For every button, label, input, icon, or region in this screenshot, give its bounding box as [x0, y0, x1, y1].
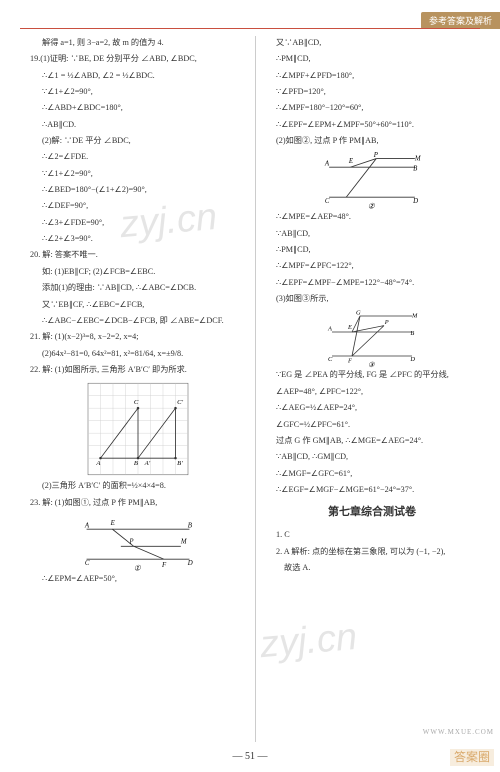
text-line: ∵EG 是 ∠PEA 的平分线, FG 是 ∠PFC 的平分线,: [264, 368, 480, 382]
point-label: B: [134, 460, 138, 467]
point-label: G: [356, 310, 361, 317]
chapter-title: 第七章综合测试卷: [264, 503, 480, 522]
point-label: D: [409, 356, 415, 363]
point-label: C: [134, 399, 139, 406]
text-line: ∵∠PFD=120°,: [264, 85, 480, 99]
page: 参考答案及解析 解得 a=1, 则 3−a=2, 故 m 的值为 4. 19.(…: [0, 0, 500, 772]
text-line: ∵∠1+∠2=90°,: [30, 85, 246, 99]
text-line: ∴∠EPM=∠AEP=50°,: [30, 572, 246, 586]
figure-label: ③: [368, 362, 375, 369]
text-line: ∴∠ABC−∠EBC=∠DCB−∠FCB, 即 ∠ABE=∠DCF.: [30, 314, 246, 328]
point-label: F: [347, 358, 352, 365]
point-label: P: [128, 539, 133, 546]
text-line: 如: (1)EB∥CF; (2)∠FCB=∠EBC.: [30, 265, 246, 279]
text-line: 1. C: [264, 528, 480, 542]
text-line: ∵AB∥CD,: [264, 227, 480, 241]
text-line: ∵∠1+∠2=90°,: [30, 167, 246, 181]
text-line: ∵AB∥CD, ∴GM∥CD,: [264, 450, 480, 464]
text-line: ∴PM∥CD,: [264, 52, 480, 66]
text-line: ∠AEP=48°, ∠PFC=122°,: [264, 385, 480, 399]
text-line: 23. 解: (1)如图①, 过点 P 作 PM∥AB,: [30, 496, 246, 510]
text-line: 解得 a=1, 则 3−a=2, 故 m 的值为 4.: [30, 36, 246, 50]
point-label: B: [410, 331, 414, 338]
point-label: M: [180, 539, 188, 546]
point-label: P: [384, 319, 389, 326]
point-label: A: [84, 522, 90, 529]
text-line: ∴∠1 = ½∠ABD, ∠2 = ½∠BDC.: [30, 69, 246, 83]
figure-2-diagram: A E B P M C D ②: [264, 150, 480, 210]
point-label: M: [411, 313, 418, 320]
text-line: 又∵EB∥CF, ∴∠EBC=∠FCB,: [30, 298, 246, 312]
figure-3-diagram: A E B P G M C F D ③: [264, 308, 480, 368]
point-label: F: [161, 562, 167, 569]
page-number: 51: [0, 751, 500, 762]
text-line: (2)64x²−81=0, 64x²=81, x²=81/64, x=±9/8.: [30, 347, 246, 361]
text-line: 22. 解: (1)如图所示, 三角形 A′B′C′ 即为所求.: [30, 363, 246, 377]
point-label: B: [413, 166, 418, 173]
text-line: 过点 G 作 GM∥AB, ∴∠MGE=∠AEG=24°.: [264, 434, 480, 448]
text-line: 21. 解: (1)(x−2)³=8, x−2=2, x=4;: [30, 330, 246, 344]
figure-label: ①: [134, 563, 142, 572]
divider-line: [20, 28, 480, 29]
text-line: ∴∠EPF=∠MPF−∠MPE=122°−48°=74°.: [264, 276, 480, 290]
point-label: E: [347, 324, 352, 331]
text-line: 20. 解: 答案不唯一.: [30, 248, 246, 262]
grid-diagram: A B C A′ B′ C′: [30, 379, 246, 479]
corner-brand: 答案圈: [450, 749, 494, 766]
text-line: ∴∠MGF=∠GFC=61°,: [264, 467, 480, 481]
text-line: ∴∠EGF=∠MGF−∠MGE=61°−24°=37°.: [264, 483, 480, 497]
text-line: 19.(1)证明: ∵BE, DE 分别平分 ∠ABD, ∠BDC,: [30, 52, 246, 66]
figure-1-diagram: A E B P M C F D ①: [30, 512, 246, 572]
content-columns: 解得 a=1, 则 3−a=2, 故 m 的值为 4. 19.(1)证明: ∵B…: [30, 36, 480, 742]
point-label: B: [188, 522, 193, 529]
text-line: ∴∠MPF=180°−120°=60°,: [264, 101, 480, 115]
text-line: ∴∠BED=180°−(∠1+∠2)=90°,: [30, 183, 246, 197]
point-label: A′: [144, 460, 151, 467]
point-label: A: [324, 161, 330, 168]
text-line: ∴∠2+∠3=90°.: [30, 232, 246, 246]
point-label: C: [85, 560, 90, 567]
text-line: ∴∠ABD+∠BDC=180°,: [30, 101, 246, 115]
point-label: D: [187, 560, 193, 567]
text-line: ∴∠EPF=∠EPM+∠MPF=50°+60°=110°.: [264, 118, 480, 132]
point-label: E: [110, 520, 116, 527]
text-line: ∴∠AEG=½∠AEP=24°,: [264, 401, 480, 415]
point-label: C′: [177, 399, 183, 406]
text-line: ∴AB∥CD.: [30, 118, 246, 132]
text-line: ∴∠2=∠FDE.: [30, 150, 246, 164]
text-line: ∠GFC=½∠PFC=61°.: [264, 418, 480, 432]
point-label: C: [325, 199, 330, 206]
text-line: (2)如图②, 过点 P 作 PM∥AB,: [264, 134, 480, 148]
text-line: 2. A 解析: 点的坐标在第三象限, 可以为 (−1, −2),: [264, 545, 480, 559]
header-tab: 参考答案及解析: [421, 12, 500, 29]
text-line: ∴∠MPF=∠PFC=122°,: [264, 259, 480, 273]
text-line: 添加(1)的理由: ∵AB∥CD, ∴∠ABC=∠DCB.: [30, 281, 246, 295]
point-label: B′: [177, 460, 183, 467]
point-label: E: [348, 158, 354, 165]
point-label: C: [328, 356, 333, 363]
text-line: ∴∠DEF=90°,: [30, 199, 246, 213]
corner-url: WWW.MXUE.COM: [423, 728, 494, 736]
text-line: ∴∠MPE=∠AEP=48°.: [264, 210, 480, 224]
point-label: D: [412, 199, 418, 206]
text-line: 故选 A.: [264, 561, 480, 575]
text-line: (3)如图③所示,: [264, 292, 480, 306]
text-line: (2)解: ∵DE 平分 ∠BDC,: [30, 134, 246, 148]
text-line: (2)三角形 A′B′C′ 的面积=½×4×4=8.: [30, 479, 246, 493]
point-label: M: [414, 156, 422, 163]
point-label: A: [327, 326, 332, 333]
point-label: P: [373, 152, 378, 159]
text-line: 又∵AB∥CD,: [264, 36, 480, 50]
figure-label: ②: [368, 202, 376, 211]
text-line: ∴∠MPF+∠PFD=180°,: [264, 69, 480, 83]
text-line: ∴PM∥CD,: [264, 243, 480, 257]
text-line: ∴∠3+∠FDE=90°,: [30, 216, 246, 230]
